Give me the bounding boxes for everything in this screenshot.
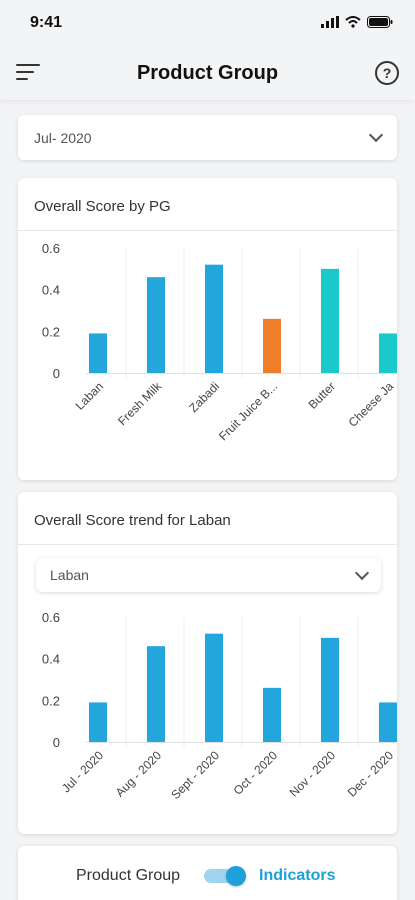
y-tick-label: 0.6 (42, 241, 60, 256)
page-title: Product Group (136, 62, 279, 84)
chevron-down-icon (354, 565, 370, 580)
y-tick-label: 0.6 (42, 610, 60, 625)
y-tick-label: 0.4 (42, 283, 60, 298)
toggle-knob (226, 866, 246, 886)
x-tick-label: Laban (73, 379, 106, 412)
chevron-down-icon (368, 127, 384, 143)
month-select-value: Jul- 2020 (34, 129, 92, 146)
view-toggle-switch[interactable] (204, 866, 246, 886)
signal-icon (321, 16, 339, 28)
x-tick-label: Sept - 2020 (168, 748, 222, 802)
wifi-icon (345, 16, 361, 28)
product-group-select-value: Laban (50, 567, 89, 583)
x-tick-label: Dec - 2020 (345, 748, 397, 800)
bar-1[interactable] (147, 277, 165, 373)
x-tick-label: Cheese Ja (346, 379, 397, 430)
bar-2[interactable] (205, 264, 223, 373)
x-tick-label: Fresh Milk (115, 379, 165, 429)
bar-4[interactable] (321, 268, 339, 373)
y-tick-label: 0 (53, 735, 60, 750)
status-time: 9:41 (30, 14, 63, 31)
bar-3[interactable] (263, 318, 281, 373)
app-header: Product Group ? (0, 46, 415, 100)
hamburger-icon[interactable] (16, 64, 40, 82)
y-tick-label: 0 (53, 366, 60, 381)
product-group-select[interactable]: Laban (36, 558, 381, 592)
x-tick-label: Butter (306, 379, 339, 412)
x-tick-label: Fruit Juice B... (216, 379, 280, 443)
month-select[interactable]: Jul- 2020 (18, 115, 397, 160)
y-tick-label: 0.2 (42, 693, 60, 708)
y-tick-label: 0.4 (42, 652, 60, 667)
x-tick-label: Jul - 2020 (59, 748, 106, 795)
bar-5[interactable] (379, 333, 397, 373)
score-by-pg-card: Overall Score by PG 0 0.2 0.4 0.6 Laban Fresh… (18, 178, 397, 480)
bar-2[interactable] (205, 633, 223, 742)
status-bar: 9:41 (0, 0, 415, 46)
toggle-label-indicators[interactable]: Indicators (259, 867, 336, 884)
battery-icon (367, 16, 393, 28)
y-tick-label: 0.2 (42, 324, 60, 339)
x-tick-label: Nov - 2020 (287, 748, 339, 800)
view-toggle-bar: Product Group Indicators (18, 846, 397, 900)
bar-1[interactable] (147, 646, 165, 742)
score-trend-card: Overall Score trend for Laban Laban 0 0.2… (18, 492, 397, 834)
score-trend-chart: 0 0.2 0.4 0.6 Jul - 2020 Aug - 2020 Sept - 202… (42, 610, 397, 802)
bar-3[interactable] (263, 687, 281, 742)
divider (18, 544, 397, 545)
status-icons (321, 16, 393, 28)
x-tick-label: Aug - 2020 (113, 748, 165, 800)
toggle-label-product-group[interactable]: Product Group (76, 867, 181, 884)
bar-4[interactable] (321, 637, 339, 742)
help-icon[interactable]: ? (375, 61, 399, 85)
bar-5[interactable] (379, 702, 397, 742)
x-tick-label: Oct - 2020 (231, 748, 281, 798)
card-title: Overall Score by PG (34, 198, 171, 215)
x-tick-label: Zabadi (186, 379, 222, 415)
bar-0[interactable] (89, 702, 107, 742)
bar-0[interactable] (89, 333, 107, 373)
divider (18, 230, 397, 231)
card-title: Overall Score trend for Laban (34, 512, 231, 529)
